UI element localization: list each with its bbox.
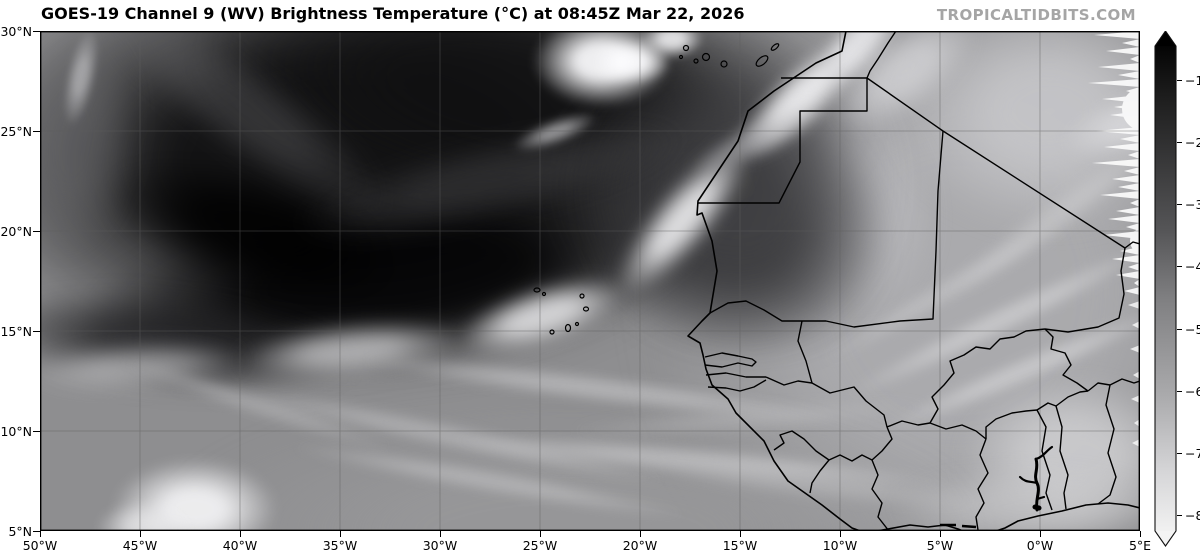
x-tick-label: 35°W	[322, 538, 358, 553]
map-overlay	[40, 31, 1140, 531]
x-tick-label: 50°W	[22, 538, 58, 553]
y-tick-mark	[33, 331, 40, 332]
x-tick-label: 30°W	[422, 538, 458, 553]
colorbar-tick-label: −60	[1185, 384, 1200, 399]
x-tick-mark	[540, 531, 541, 537]
x-tick-label: 15°W	[722, 538, 758, 553]
x-tick-label: 5°E	[1128, 538, 1152, 553]
x-tick-label: 20°W	[622, 538, 658, 553]
colorbar-tick-mark	[1177, 80, 1182, 81]
x-tick-mark	[1040, 531, 1041, 537]
colorbar-tick-mark	[1177, 515, 1182, 516]
x-tick-label: 45°W	[122, 538, 158, 553]
y-tick-mark	[33, 31, 40, 32]
colorbar-tick-mark	[1177, 204, 1182, 205]
coastline	[687, 31, 1140, 531]
colorbar-tick-mark	[1177, 453, 1182, 454]
x-tick-mark	[740, 531, 741, 537]
page-title: GOES-19 Channel 9 (WV) Brightness Temper…	[41, 4, 745, 23]
colorbar-tick-label: −80	[1185, 508, 1200, 523]
country-borders	[698, 31, 1140, 531]
colorbar-arrows	[1154, 31, 1177, 547]
y-tick-label: 10°N	[0, 424, 32, 439]
limb-bright-clouds	[1088, 31, 1140, 447]
lake-volta	[1018, 445, 1054, 512]
satellite-map	[40, 31, 1140, 531]
grid-lines	[40, 31, 1140, 531]
y-tick-label: 30°N	[0, 24, 32, 39]
x-tick-mark	[440, 531, 441, 537]
y-tick-label: 15°N	[0, 324, 32, 339]
y-tick-mark	[33, 131, 40, 132]
colorbar-tick-mark	[1177, 329, 1182, 330]
colorbar-gradient	[1155, 46, 1176, 531]
x-tick-mark	[140, 531, 141, 537]
x-tick-mark	[240, 531, 241, 537]
canary-islands-icon	[678, 43, 780, 68]
x-tick-label: 10°W	[822, 538, 858, 553]
cape-verde-islands-icon	[533, 287, 590, 335]
y-tick-label: 5°N	[8, 524, 32, 539]
y-tick-mark	[33, 431, 40, 432]
colorbar-tick-label: −70	[1185, 446, 1200, 461]
colorbar-tick-mark	[1177, 266, 1182, 267]
y-tick-mark	[33, 231, 40, 232]
colorbar-tick-label: −50	[1185, 322, 1200, 337]
x-tick-mark	[840, 531, 841, 537]
watermark: TROPICALTIDBITS.COM	[936, 6, 1136, 24]
y-tick-mark	[33, 531, 40, 532]
x-tick-mark	[940, 531, 941, 537]
x-tick-label: 0°W	[1026, 538, 1054, 553]
x-tick-mark	[1140, 531, 1141, 537]
x-tick-label: 40°W	[222, 538, 258, 553]
colorbar-tick-label: −20	[1185, 135, 1200, 150]
colorbar-tick-label: −10	[1185, 73, 1200, 88]
x-tick-label: 25°W	[522, 538, 558, 553]
x-tick-label: 5°W	[926, 538, 954, 553]
satellite-imagery	[40, 31, 1140, 531]
x-tick-mark	[340, 531, 341, 537]
x-tick-mark	[40, 531, 41, 537]
y-tick-label: 25°N	[0, 124, 32, 139]
colorbar-tick-label: −40	[1185, 259, 1200, 274]
coastal-lagoons	[940, 523, 977, 529]
plot-frame	[40, 31, 1140, 531]
colorbar-tick-mark	[1177, 391, 1182, 392]
colorbar-tick-label: −30	[1185, 197, 1200, 212]
colorbar-tick-mark	[1177, 142, 1182, 143]
y-tick-label: 20°N	[0, 224, 32, 239]
x-tick-mark	[640, 531, 641, 537]
